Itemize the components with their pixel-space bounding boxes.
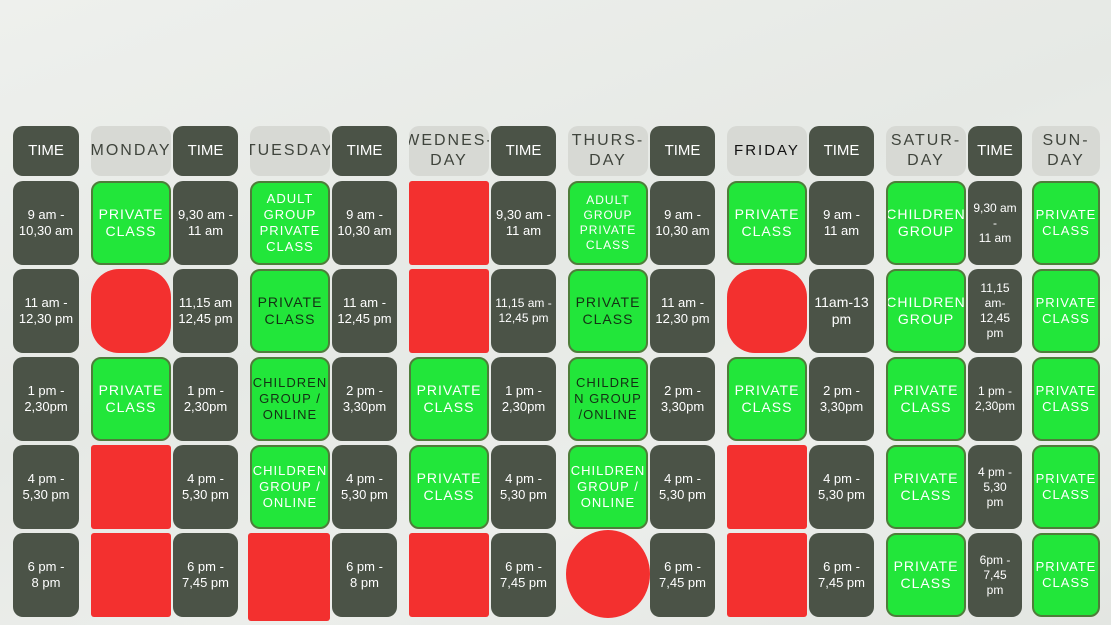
class-slot-saturday-5[interactable]: PRIVATE CLASS (886, 533, 966, 617)
class-slot-saturday-2[interactable]: CHILDREN GROUP (886, 269, 966, 353)
time-slot: 11,15 am- 12,45 pm (968, 269, 1022, 353)
time-slot: 4 pm - 5,30 pm (491, 445, 556, 529)
class-slot-monday-1[interactable]: PRIVATE CLASS (91, 181, 171, 265)
header-time-4: TIME (491, 126, 556, 176)
booked-slot-wednesday-5 (409, 533, 489, 617)
class-slot-wednesday-4[interactable]: PRIVATE CLASS (409, 445, 489, 529)
time-slot: 2 pm - 3,30pm (809, 357, 874, 441)
class-slot-tuesday-4[interactable]: CHILDREN GROUP / ONLINE (250, 445, 330, 529)
booked-slot-friday-4 (727, 445, 807, 529)
class-slot-monday-3[interactable]: PRIVATE CLASS (91, 357, 171, 441)
time-slot: 6 pm - 7,45 pm (809, 533, 874, 617)
header-tuesday: TUESDAY (250, 126, 330, 176)
time-slot: 4 pm - 5,30 pm (13, 445, 79, 529)
time-slot: 2 pm - 3,30pm (332, 357, 397, 441)
time-slot: 1 pm - 2,30pm (491, 357, 556, 441)
time-slot: 11,15 am 12,45 pm (173, 269, 238, 353)
header-time-3: TIME (332, 126, 397, 176)
time-slot: 6 pm - 8 pm (332, 533, 397, 617)
booked-slot-thursday-5 (566, 530, 650, 618)
header-thursday: THURS- DAY (568, 126, 648, 176)
class-slot-sunday-1[interactable]: PRIVATE CLASS (1032, 181, 1100, 265)
time-slot: 6pm - 7,45 pm (968, 533, 1022, 617)
header-time-2: TIME (173, 126, 238, 176)
booked-slot-monday-5 (91, 533, 171, 617)
class-slot-friday-1[interactable]: PRIVATE CLASS (727, 181, 807, 265)
time-slot: 9 am - 10,30 am (13, 181, 79, 265)
header-time-6: TIME (809, 126, 874, 176)
header-time-7: TIME (968, 126, 1022, 176)
time-slot: 9 am - 10,30 am (650, 181, 715, 265)
header-time-1: TIME (13, 126, 79, 176)
header-monday: MONDAY (91, 126, 171, 176)
class-slot-tuesday-3[interactable]: CHILDREN GROUP / ONLINE (250, 357, 330, 441)
booked-slot-friday-5 (727, 533, 807, 617)
class-slot-tuesday-1[interactable]: ADULT GROUP PRIVATE CLASS (250, 181, 330, 265)
time-slot: 9,30 am - 11 am (968, 181, 1022, 265)
class-slot-tuesday-2[interactable]: PRIVATE CLASS (250, 269, 330, 353)
time-slot: 6 pm - 8 pm (13, 533, 79, 617)
booked-slot-wednesday-2 (409, 269, 489, 353)
class-slot-saturday-1[interactable]: CHILDREN GROUP (886, 181, 966, 265)
time-slot: 4 pm - 5,30 pm (650, 445, 715, 529)
header-sunday: SUN- DAY (1032, 126, 1100, 176)
time-slot: 9,30 am - 11 am (491, 181, 556, 265)
time-slot: 1 pm - 2,30pm (13, 357, 79, 441)
time-slot: 11 am - 12,45 pm (332, 269, 397, 353)
class-slot-thursday-1[interactable]: ADULT GROUP PRIVATE CLASS (568, 181, 648, 265)
time-slot: 9 am - 11 am (809, 181, 874, 265)
booked-slot-wednesday-1 (409, 181, 489, 265)
time-slot: 11,15 am - 12,45 pm (491, 269, 556, 353)
booked-slot-monday-2 (91, 269, 171, 353)
booked-slot-monday-4 (91, 445, 171, 529)
time-slot: 6 pm - 7,45 pm (491, 533, 556, 617)
class-slot-saturday-4[interactable]: PRIVATE CLASS (886, 445, 966, 529)
header-friday: FRIDAY (727, 126, 807, 176)
header-wednesday: WEDNES- DAY (409, 126, 489, 176)
class-slot-friday-3[interactable]: PRIVATE CLASS (727, 357, 807, 441)
header-saturday: SATUR- DAY (886, 126, 966, 176)
time-slot: 2 pm - 3,30pm (650, 357, 715, 441)
time-slot: 4 pm - 5,30 pm (173, 445, 238, 529)
time-slot: 4 pm - 5,30 pm (809, 445, 874, 529)
time-slot: 11am-13 pm (809, 269, 874, 353)
class-slot-thursday-4[interactable]: CHILDREN GROUP / ONLINE (568, 445, 648, 529)
time-slot: 4 pm - 5,30 pm (332, 445, 397, 529)
class-slot-thursday-3[interactable]: CHILDRE N GROUP /ONLINE (568, 357, 648, 441)
time-slot: 6 pm - 7,45 pm (650, 533, 715, 617)
time-slot: 11 am - 12,30 pm (13, 269, 79, 353)
time-slot: 4 pm - 5,30 pm (968, 445, 1022, 529)
class-slot-sunday-2[interactable]: PRIVATE CLASS (1032, 269, 1100, 353)
booked-slot-tuesday-5 (248, 533, 330, 621)
header-time-5: TIME (650, 126, 715, 176)
time-slot: 9,30 am - 11 am (173, 181, 238, 265)
class-slot-sunday-5[interactable]: PRIVATE CLASS (1032, 533, 1100, 617)
time-slot: 6 pm - 7,45 pm (173, 533, 238, 617)
class-slot-wednesday-3[interactable]: PRIVATE CLASS (409, 357, 489, 441)
class-slot-sunday-3[interactable]: PRIVATE CLASS (1032, 357, 1100, 441)
time-slot: 11 am - 12,30 pm (650, 269, 715, 353)
time-slot: 1 pm - 2,30pm (968, 357, 1022, 441)
class-slot-thursday-2[interactable]: PRIVATE CLASS (568, 269, 648, 353)
booked-slot-friday-2 (727, 269, 807, 353)
class-slot-saturday-3[interactable]: PRIVATE CLASS (886, 357, 966, 441)
time-slot: 9 am - 10,30 am (332, 181, 397, 265)
class-slot-sunday-4[interactable]: PRIVATE CLASS (1032, 445, 1100, 529)
time-slot: 1 pm - 2,30pm (173, 357, 238, 441)
